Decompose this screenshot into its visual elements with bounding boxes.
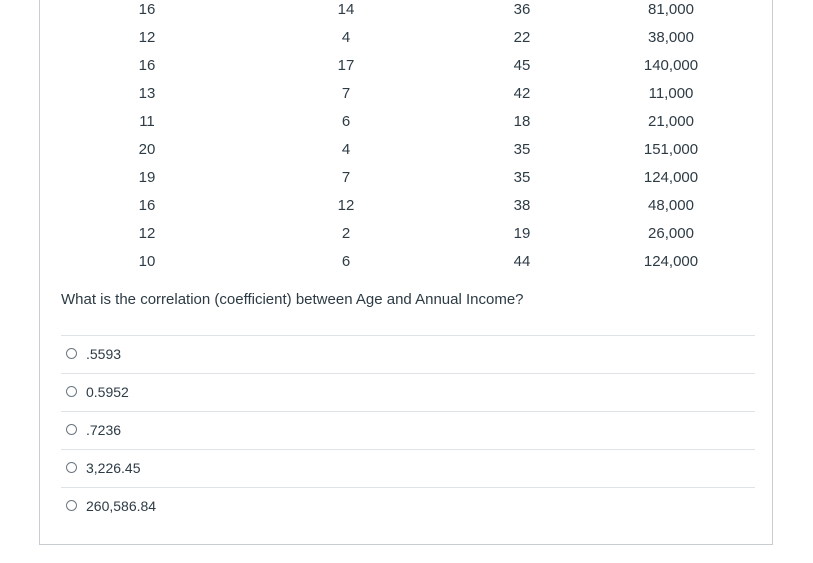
answer-label[interactable]: 3,226.45 [86,460,141,476]
answer-option[interactable]: .5593 [61,336,755,374]
table-cell: 26,000 [648,225,694,242]
table-cell: 11,000 [648,85,694,102]
table-cell: 11 [139,113,155,130]
table-row: 16 12 38 48,000 [40,195,774,223]
answer-option[interactable]: .7236 [61,412,755,450]
table-cell: 7 [341,85,351,102]
table-cell: 16 [138,197,156,214]
table-cell: 10 [138,253,156,270]
table-row: 19 7 35 124,000 [40,167,774,195]
table-cell: 12 [337,197,355,214]
table-cell: 151,000 [643,141,699,158]
table-cell: 81,000 [648,1,694,18]
table-cell: 2 [341,225,351,242]
table-cell: 48,000 [648,197,694,214]
table-cell: 16 [138,57,156,74]
question-text: What is the correlation (coefficient) be… [61,291,524,308]
table-row: 11 6 18 21,000 [40,111,774,139]
table-cell: 38 [513,197,531,214]
table-cell: 16 [138,1,156,18]
radio-button[interactable] [66,424,77,435]
table-row: 16 17 45 140,000 [40,55,774,83]
table-cell: 45 [513,57,531,74]
table-row: 12 4 22 38,000 [40,27,774,55]
table-cell: 17 [337,57,355,74]
radio-button[interactable] [66,462,77,473]
radio-button[interactable] [66,348,77,359]
table-row: 12 2 19 26,000 [40,223,774,251]
table-row: 16 14 36 81,000 [40,0,774,27]
table-cell: 19 [513,225,531,242]
table-cell: 12 [138,225,156,242]
answer-label[interactable]: 0.5952 [86,384,129,400]
table-row: 10 6 44 124,000 [40,251,774,279]
table-cell: 124,000 [643,169,699,186]
table-cell: 14 [337,1,355,18]
table-cell: 38,000 [648,29,694,46]
table-row: 13 7 42 11,000 [40,83,774,111]
table-cell: 6 [341,113,351,130]
data-table: 16 14 36 81,000 12 4 22 38,000 16 17 45 … [40,0,774,279]
quiz-question-card: 16 14 36 81,000 12 4 22 38,000 16 17 45 … [39,0,773,545]
table-cell: 4 [341,141,351,158]
table-cell: 7 [341,169,351,186]
answer-label[interactable]: .7236 [86,422,122,438]
radio-button[interactable] [66,386,77,397]
answer-label[interactable]: .5593 [86,346,122,362]
answer-label[interactable]: 260,586.84 [86,498,157,514]
table-cell: 42 [513,85,531,102]
answer-list: .5593 0.5952 .7236 3,226.45 260,586.84 [61,335,755,525]
table-cell: 36 [513,1,531,18]
radio-button[interactable] [66,500,77,511]
table-cell: 140,000 [643,57,699,74]
table-cell: 12 [138,29,156,46]
table-cell: 6 [341,253,351,270]
table-cell: 18 [513,113,531,130]
answer-option[interactable]: 260,586.84 [61,488,755,525]
table-row: 20 4 35 151,000 [40,139,774,167]
table-cell: 19 [138,169,156,186]
table-cell: 35 [513,169,531,186]
table-cell: 35 [513,141,531,158]
table-cell: 44 [513,253,531,270]
table-cell: 4 [341,29,351,46]
table-cell: 22 [513,29,531,46]
table-cell: 13 [138,85,156,102]
answer-option[interactable]: 0.5952 [61,374,755,412]
answer-option[interactable]: 3,226.45 [61,450,755,488]
table-cell: 124,000 [643,253,699,270]
table-cell: 21,000 [648,113,694,130]
table-cell: 20 [138,141,156,158]
